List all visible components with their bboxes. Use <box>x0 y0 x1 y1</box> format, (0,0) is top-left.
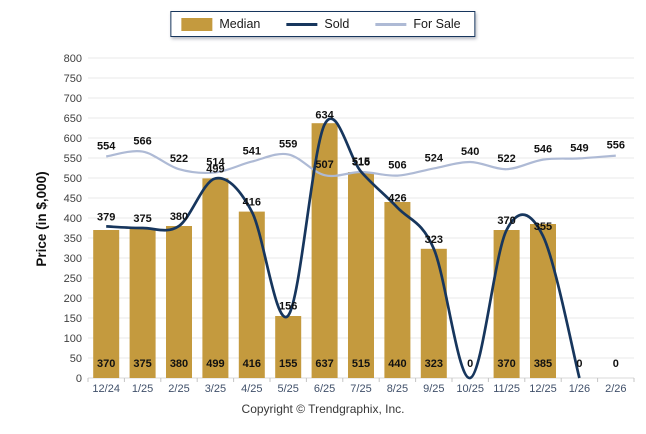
x-category-label: 7/25 <box>350 383 371 395</box>
median-value-label: 0 <box>613 358 619 370</box>
median-bar <box>275 316 302 378</box>
x-category-label: 5/25 <box>277 383 298 395</box>
for-sale-value-label: 515 <box>352 156 370 168</box>
for-sale-value-label: 522 <box>497 153 515 165</box>
for-sale-value-label: 559 <box>279 138 297 150</box>
sold-value-label: 516 <box>352 157 370 169</box>
median-value-label: 416 <box>243 358 261 370</box>
for-sale-value-label: 541 <box>243 146 261 158</box>
median-bar <box>493 230 520 378</box>
x-category-label: 1/25 <box>132 383 153 395</box>
x-category-label: 2/25 <box>168 383 189 395</box>
legend-item-forsale: For Sale <box>375 17 461 31</box>
x-category-label: 10/25 <box>456 383 484 395</box>
median-bar <box>420 248 447 378</box>
y-tick-label: 800 <box>64 53 82 65</box>
median-bar <box>166 226 192 378</box>
sold-value-label: 370 <box>497 215 515 227</box>
for-sale-value-label: 546 <box>534 144 552 156</box>
for-sale-value-label: 540 <box>461 146 479 158</box>
sold-value-label: 380 <box>170 211 188 223</box>
median-bar <box>348 172 374 378</box>
legend-label-median: Median <box>219 17 261 31</box>
median-swatch-icon <box>181 17 213 31</box>
sold-value-label: 499 <box>206 163 224 175</box>
price-chart: 0 50 100 150 200 250 300 350 400 450 500 550 600 650 7… <box>34 53 635 395</box>
sold-value-label: 379 <box>97 211 115 223</box>
y-tick-label: 750 <box>64 73 82 85</box>
median-bar <box>530 224 556 378</box>
x-category-label: 9/25 <box>423 383 444 395</box>
y-tick-label: 150 <box>64 313 82 325</box>
sold-swatch-icon <box>286 22 318 26</box>
median-value-label: 375 <box>133 358 151 370</box>
y-tick-label: 450 <box>64 193 82 205</box>
sold-value-label: 426 <box>388 193 406 205</box>
for-sale-value-label: 549 <box>570 142 588 154</box>
median-bar <box>202 178 229 378</box>
y-tick-label: 550 <box>64 153 82 165</box>
median-value-label: 370 <box>497 358 515 370</box>
y-tick-label: 350 <box>64 233 82 245</box>
median-value-label: 499 <box>206 358 224 370</box>
for-sale-value-label: 524 <box>425 152 444 164</box>
for-sale-value-label: 507 <box>315 159 333 171</box>
y-tick-label: 700 <box>64 93 82 105</box>
x-category-label: 2/26 <box>605 383 626 395</box>
y-tick-label: 600 <box>64 133 82 145</box>
for-sale-value-label: 554 <box>97 140 116 152</box>
y-tick-label: 300 <box>64 253 82 265</box>
y-tick-label: 100 <box>64 333 82 345</box>
sold-line <box>106 117 581 380</box>
y-tick-label: 0 <box>76 373 82 385</box>
x-category-label: 12/25 <box>529 383 557 395</box>
sold-value-label: 375 <box>133 213 151 225</box>
x-category-label: 12/24 <box>92 383 120 395</box>
legend-item-sold: Sold <box>286 17 349 31</box>
median-bar <box>129 228 156 378</box>
y-tick-label: 250 <box>64 273 82 285</box>
legend-label-sold: Sold <box>324 17 350 31</box>
for-sale-value-label: 566 <box>133 136 151 148</box>
copyright-text: Copyright © Trendgraphix, Inc. <box>241 402 405 416</box>
median-value-label: 440 <box>388 358 406 370</box>
y-tick-label: 650 <box>64 113 82 125</box>
median-value-label: 515 <box>352 358 370 370</box>
sold-value-label: 323 <box>425 234 443 246</box>
median-bar <box>93 230 120 378</box>
y-tick-label: 500 <box>64 173 82 185</box>
for-sale-value-label: 506 <box>388 160 406 172</box>
y-axis-title: Price (in $,000) <box>34 171 49 266</box>
median-value-label: 0 <box>576 358 582 370</box>
y-tick-label: 50 <box>70 353 82 365</box>
for-sale-value-label: 522 <box>170 153 188 165</box>
y-tick-label: 200 <box>64 293 82 305</box>
median-value-label: 323 <box>425 358 443 370</box>
for-sale-value-label: 514 <box>206 156 225 168</box>
sold-value-label: 416 <box>243 197 261 209</box>
median-value-label: 385 <box>534 358 552 370</box>
sold-value-label: 355 <box>534 221 552 233</box>
x-category-label: 1/26 <box>569 383 590 395</box>
median-value-label: 637 <box>315 358 333 370</box>
median-value-label: 0 <box>467 358 473 370</box>
y-tick-label: 400 <box>64 213 82 225</box>
median-bar <box>384 202 411 378</box>
sold-value-label: 156 <box>279 301 297 313</box>
x-category-label: 6/25 <box>314 383 335 395</box>
median-value-label: 370 <box>97 358 115 370</box>
for-sale-value-label: 556 <box>607 140 625 152</box>
x-category-label: 4/25 <box>241 383 262 395</box>
x-category-label: 3/25 <box>205 383 226 395</box>
legend-label-forsale: For Sale <box>413 17 461 31</box>
x-category-label: 8/25 <box>387 383 408 395</box>
sold-value-label: 634 <box>315 109 334 121</box>
median-value-label: 155 <box>279 358 297 370</box>
legend: Median Sold For Sale <box>170 11 476 37</box>
legend-item-median: Median <box>181 17 260 31</box>
for-sale-swatch-icon <box>375 22 407 26</box>
x-category-label: 11/25 <box>493 383 520 395</box>
median-value-label: 380 <box>170 358 188 370</box>
